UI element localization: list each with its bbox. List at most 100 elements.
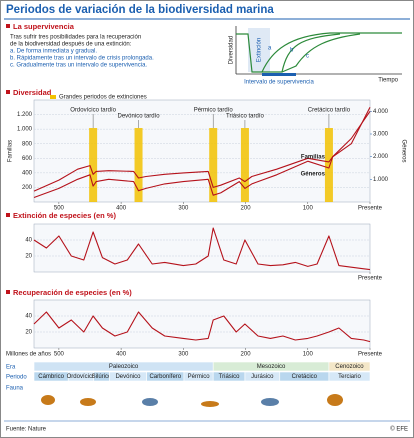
x-tick-label: Presente: [358, 276, 383, 282]
era-name: Mesozoico: [257, 364, 286, 370]
concept-text: b. Rápidamente tras un intervalo de cris…: [10, 56, 154, 62]
bullet: [6, 90, 10, 94]
bullet: [6, 213, 10, 217]
series-label: Géneros: [301, 172, 326, 178]
series-line: [33, 311, 371, 343]
period-name: Triásico: [219, 374, 240, 380]
annotation-label: Triásico tardío: [226, 114, 264, 120]
period-name: Devónico: [115, 374, 141, 380]
x-tick-label: 100: [303, 352, 314, 358]
title: Periodos de variación de la biodiversida…: [6, 4, 274, 16]
y2-tick-label: 4.000: [373, 109, 389, 115]
extinction-zone: [248, 28, 270, 72]
extinction-band: [134, 128, 143, 202]
x-tick-label: Presente: [358, 352, 383, 358]
y2-tick-label: 1.000: [373, 177, 389, 183]
era-name: Cenozoico: [335, 364, 364, 370]
concept-text: Tras sufrir tres posibilidades para la r…: [10, 35, 141, 41]
x-tick-label: Presente: [358, 206, 383, 212]
period-band: [328, 371, 371, 382]
concept-diagram: Diversidad Extinción Intervalo de superv…: [229, 26, 402, 86]
y-tick-label: 200: [22, 185, 33, 191]
fauna-label: Fauna: [6, 386, 24, 392]
period-name: Cámbrico: [38, 374, 64, 380]
plot-area: [33, 299, 371, 349]
x-tick-label: 200: [241, 206, 252, 212]
x-tick-label: 500: [54, 352, 65, 358]
y-tick-label: 400: [22, 170, 33, 176]
plot-area: [33, 223, 371, 273]
period-name: Pérmico: [188, 374, 211, 380]
y2-axis-label: Géneros: [400, 139, 406, 162]
x-tick-label: 100: [303, 206, 314, 212]
y2-tick-label: 2.000: [373, 154, 389, 160]
annotation-label: Pérmico tardío: [194, 108, 234, 114]
curve-label: c: [306, 54, 309, 60]
period-name: Silúrico: [92, 374, 112, 380]
series-line: [33, 107, 371, 192]
series-label: Familias: [301, 155, 326, 161]
x-tick-label: 400: [116, 206, 127, 212]
credit: © EFE: [390, 426, 408, 433]
fauna-icon: [327, 394, 343, 406]
section-heading: La supervivencia: [13, 22, 75, 31]
concept-y-label: Diversidad: [229, 36, 235, 64]
y-tick-label: 40: [25, 238, 32, 244]
section-heading: Diversidad: [13, 88, 52, 97]
fauna-icons: [41, 394, 343, 407]
period-name: Carbonífero: [149, 374, 181, 380]
curve: [236, 32, 402, 73]
y-tick-label: 600: [22, 156, 33, 162]
section-heading: Extinción de especies (en %): [13, 211, 116, 220]
fauna-icon: [41, 395, 55, 405]
period-label: Periodo: [6, 375, 27, 381]
y-tick-label: 1.200: [17, 112, 33, 118]
curve: [262, 33, 341, 73]
x-tick-label: 300: [178, 206, 189, 212]
section-heading: Recuperación de especies (en %): [13, 288, 132, 297]
y-tick-label: 20: [25, 254, 32, 260]
era-label: Era: [6, 365, 16, 371]
fauna-icon: [201, 401, 219, 407]
y-tick-label: 800: [22, 141, 33, 147]
y2-tick-label: 3.000: [373, 132, 389, 138]
extinction-band: [240, 128, 249, 202]
legend-swatch: [50, 95, 56, 99]
period-name: Terciario: [338, 374, 361, 380]
plot-area: [33, 99, 371, 203]
y-tick-label: 20: [25, 330, 32, 336]
y-tick-label: 1.000: [17, 127, 33, 133]
extinction-band: [89, 128, 98, 202]
series-line: [33, 110, 371, 199]
y-tick-label: 40: [25, 314, 32, 320]
period-name: Ordovícico: [67, 374, 96, 380]
era-band: [328, 361, 371, 372]
annotation-label: Ordovícico tardío: [70, 108, 116, 114]
concept-extinction: Extinción: [257, 38, 263, 62]
concept-x-label: Tiempo: [378, 78, 398, 84]
x-tick-label: 500: [54, 206, 65, 212]
curve-label: a: [268, 46, 272, 52]
fauna-icon: [261, 398, 279, 406]
curve-label: b: [290, 48, 294, 54]
source: Fuente: Nature: [6, 427, 47, 433]
extinction-band: [209, 128, 218, 202]
curve: [281, 33, 361, 73]
annotation-label: Cretácico tardío: [308, 108, 351, 114]
concept-text: de la biodiversidad después de una extin…: [10, 42, 132, 48]
x-tick-label: 200: [241, 352, 252, 358]
fauna-icon: [80, 398, 96, 406]
concept-text: a. De forma inmediata y gradual.: [10, 49, 97, 55]
era-name: Paleozoico: [109, 364, 139, 370]
bullet: [6, 290, 10, 294]
concept-text: c. Gradualmente tras un intervalo de sup…: [10, 63, 147, 69]
fauna-icon: [142, 398, 158, 406]
concept-interval: Intervalo de supervivencia: [244, 80, 314, 86]
x-tick-label: 400: [116, 352, 127, 358]
interval-bar: [262, 73, 296, 76]
series-line: [33, 227, 371, 271]
extinction-band: [324, 128, 333, 202]
period-name: Cretácico: [292, 374, 318, 380]
legend-label: Grandes periodos de extinciones: [59, 95, 147, 101]
